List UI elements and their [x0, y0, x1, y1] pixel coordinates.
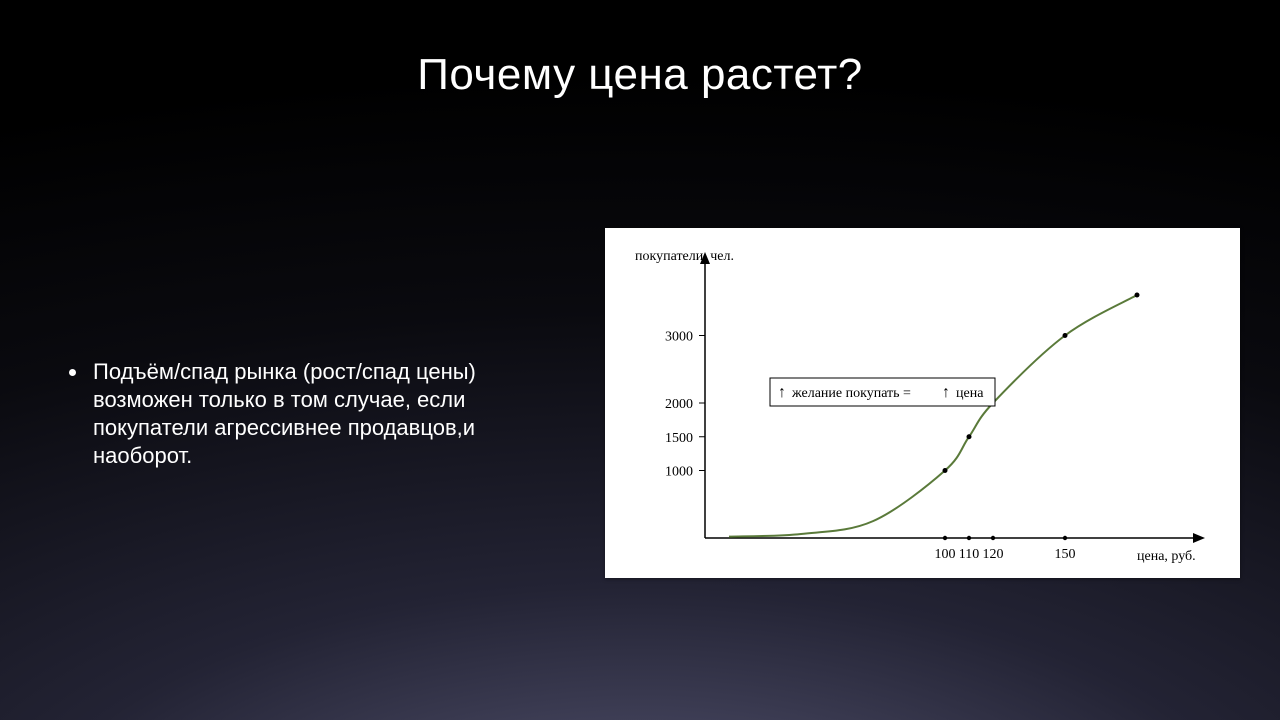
callout-text: желание покупать =	[791, 386, 911, 401]
data-marker	[943, 468, 948, 473]
data-marker	[967, 434, 972, 439]
svg-text:↑: ↑	[778, 384, 786, 401]
data-marker	[1063, 333, 1068, 338]
y-axis-label: покупатели, чел.	[635, 249, 734, 264]
y-tick-label: 1000	[665, 465, 693, 480]
y-tick-label: 1500	[665, 431, 693, 446]
bullet-item: Подъём/спад рынка (рост/спад цены) возмо…	[89, 358, 565, 471]
svg-text:↑: ↑	[942, 384, 950, 401]
slide: Почему цена растет? Подъём/спад рынка (р…	[0, 0, 1280, 720]
x-tick-label: 120	[983, 547, 1004, 562]
slide-title: Почему цена растет?	[0, 50, 1280, 100]
x-axis-label: цена, руб.	[1137, 549, 1196, 564]
data-marker	[1135, 293, 1140, 298]
x-tick-label: 150	[1055, 547, 1076, 562]
callout-text: цена	[956, 386, 984, 401]
chart-panel: покупатели, чел. цена, руб. 1000 1500 2000 30…	[605, 228, 1240, 578]
x-tick-label: 100	[935, 547, 956, 562]
x-tick-label: 110	[959, 547, 979, 562]
y-tick-label: 3000	[665, 330, 693, 345]
line-chart: покупатели, чел. цена, руб. 1000 1500 2000 30…	[605, 228, 1240, 578]
bullet-text-block: Подъём/спад рынка (рост/спад цены) возмо…	[65, 358, 565, 471]
y-tick-label: 2000	[665, 397, 693, 412]
